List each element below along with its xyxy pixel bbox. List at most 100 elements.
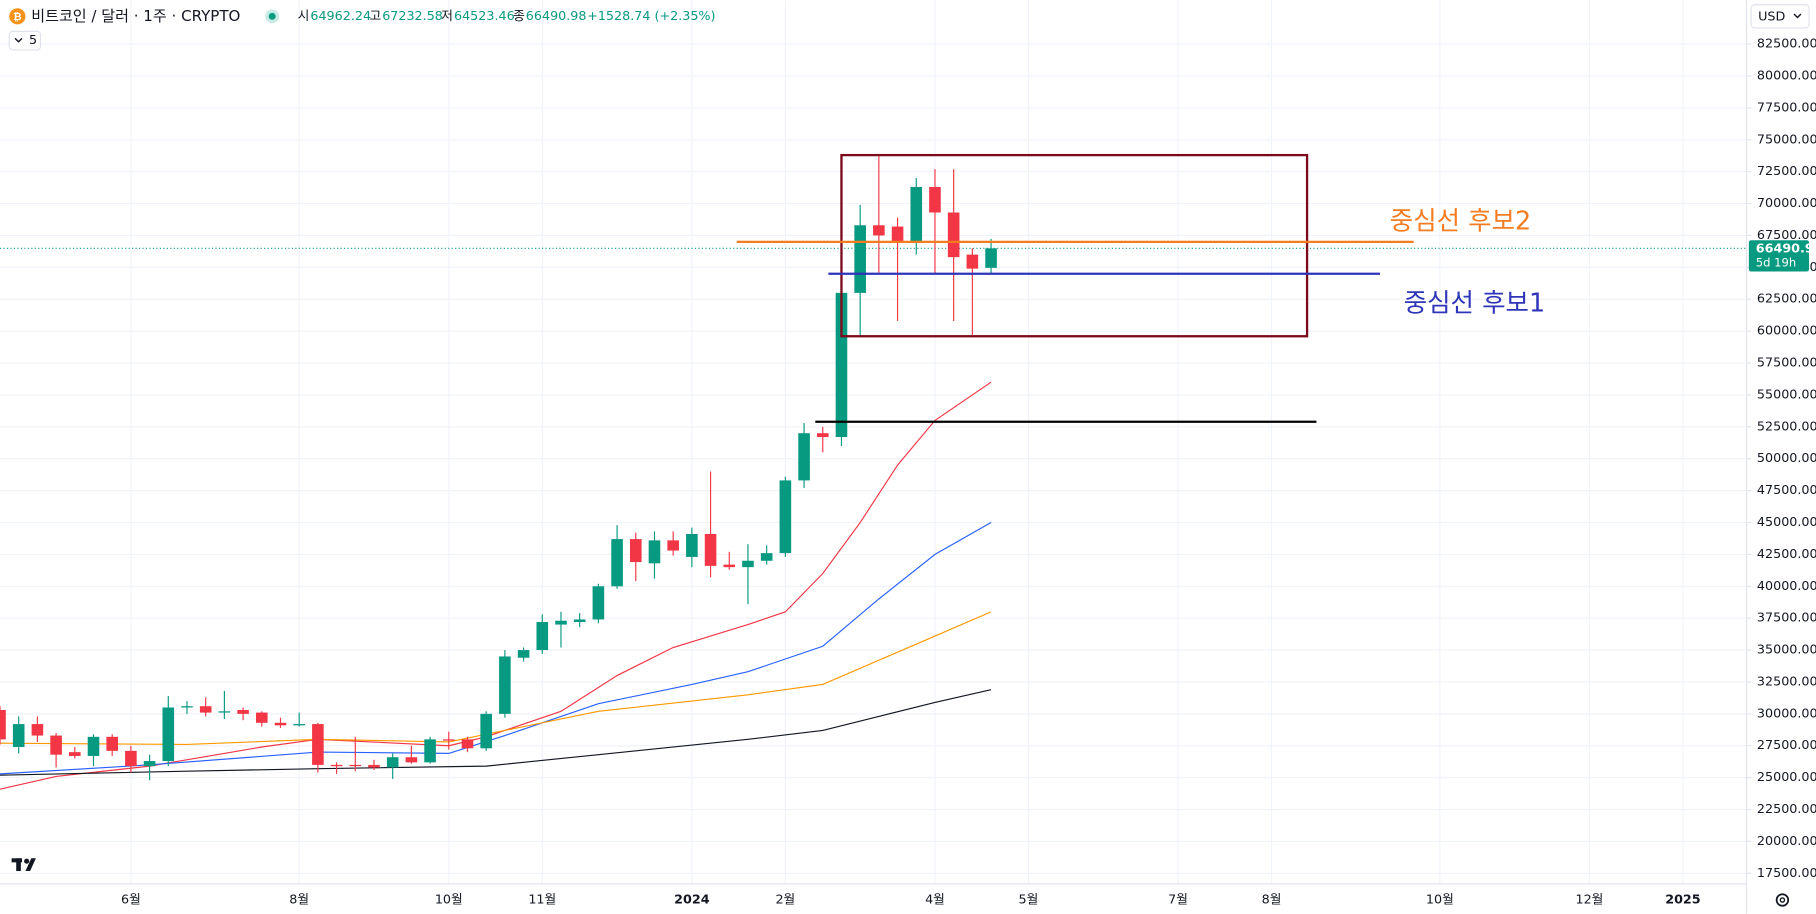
candle-body xyxy=(723,564,736,568)
moving-average xyxy=(0,522,992,775)
candle-body xyxy=(143,761,156,767)
gear-hub xyxy=(1779,897,1786,903)
price-tag xyxy=(1748,240,1810,272)
candle-body xyxy=(742,560,754,568)
symbol-title[interactable]: 비트코인 / 달러 · 1주 · CRYPTO xyxy=(31,7,240,25)
candle-body xyxy=(405,757,418,763)
candle-body xyxy=(667,540,679,551)
y-tick-label: 72500.00 xyxy=(1757,164,1816,179)
candle-body xyxy=(536,622,549,651)
y-tick-label: 32500.00 xyxy=(1757,674,1816,689)
coin-icon-glyph: ₿ xyxy=(13,11,22,23)
x-tick-label: 8월 xyxy=(1262,892,1282,907)
candle-body xyxy=(629,539,642,563)
candle-body xyxy=(891,226,904,242)
candle-body xyxy=(424,739,436,763)
ohlc-value: 67232.58 xyxy=(382,9,443,24)
countdown: 5d 19h xyxy=(1756,255,1796,269)
axes: 17500.00 20000.00 22500.00 25000.00 27500.00… xyxy=(121,37,1816,908)
candle-body xyxy=(985,248,997,268)
y-tick-label: 47500.00 xyxy=(1757,483,1816,498)
ohlc-value: 66490.98 xyxy=(526,9,587,24)
candle-body xyxy=(386,757,399,768)
logo[interactable] xyxy=(11,858,36,872)
candle-body xyxy=(499,656,511,714)
y-tick-label: 20000.00 xyxy=(1757,834,1816,849)
candle-body xyxy=(87,736,100,756)
ohlc-key: 저 xyxy=(441,9,453,24)
candle-body xyxy=(274,722,287,726)
candle-body xyxy=(592,586,605,620)
x-tick-label: 10월 xyxy=(1426,892,1454,907)
candle-body xyxy=(573,619,586,623)
candle-body xyxy=(929,186,941,213)
currency-select[interactable] xyxy=(1750,4,1810,29)
x-tick-label: 8월 xyxy=(289,892,309,907)
candle-body xyxy=(442,739,455,741)
grid xyxy=(0,0,1747,884)
price-tag-label: 66490.98 xyxy=(1756,241,1816,256)
ohlc-value: 64962.24 xyxy=(310,9,371,24)
ohlc-key: 고 xyxy=(369,9,381,24)
candle-body xyxy=(648,540,661,564)
x-tick-label: 12월 xyxy=(1575,892,1603,907)
y-tick-label: 80000.00 xyxy=(1757,69,1816,84)
y-tick-label: 50000.00 xyxy=(1757,451,1816,466)
ohlc-key: 종 xyxy=(513,9,525,24)
x-tick-label: 2024 xyxy=(674,892,710,907)
candle-body xyxy=(255,712,268,723)
candle-body xyxy=(69,752,81,756)
x-tick-label: 2025 xyxy=(1665,892,1700,907)
y-tick-label: 27500.00 xyxy=(1757,738,1816,753)
candle-body xyxy=(760,553,773,561)
chevron xyxy=(14,37,23,43)
candle-body xyxy=(368,764,380,768)
candle-body xyxy=(816,433,829,438)
indicator-count: 5 xyxy=(29,33,37,48)
change-value: +1528.74 (+2.35%) xyxy=(587,9,715,24)
x-tick-label: 7월 xyxy=(1168,892,1188,907)
settings-button[interactable] xyxy=(1775,893,1790,907)
range-box xyxy=(840,153,1309,338)
candle-body xyxy=(835,292,848,438)
y-tick-label: 35000.00 xyxy=(1757,643,1816,658)
candle-body xyxy=(50,735,62,755)
x-tick-label: 2월 xyxy=(775,892,795,907)
candle-body xyxy=(293,724,305,726)
status-dot xyxy=(268,12,276,20)
y-tick-label: 57500.00 xyxy=(1757,356,1816,371)
candle-body xyxy=(349,764,362,767)
y-tick-label: 70000.00 xyxy=(1757,196,1816,211)
y-tick-label: 75000.00 xyxy=(1757,132,1816,147)
candle-body xyxy=(779,480,792,554)
candle-body xyxy=(947,212,960,258)
candle-body xyxy=(704,533,717,566)
plot-area xyxy=(0,153,1747,790)
candle-body xyxy=(910,186,923,242)
candle-body xyxy=(461,739,474,749)
x-tick-label: 5월 xyxy=(1019,892,1039,907)
candle-body xyxy=(31,724,44,736)
y-tick-label: 37500.00 xyxy=(1757,611,1816,626)
candle-body xyxy=(555,620,567,625)
y-tick-label: 67500.00 xyxy=(1757,228,1816,243)
y-tick-label: 30000.00 xyxy=(1757,706,1816,721)
candle-body xyxy=(611,539,623,587)
candle-body xyxy=(686,533,698,557)
x-tick-label: 11월 xyxy=(528,892,556,907)
y-tick-label: 52500.00 xyxy=(1757,419,1816,434)
y-tick-label: 42500.00 xyxy=(1757,547,1816,562)
candle-body xyxy=(237,710,249,714)
candle-body xyxy=(517,650,530,658)
y-tick-label: 82500.00 xyxy=(1757,37,1816,52)
x-tick-label: 10월 xyxy=(435,892,463,907)
coin-icon xyxy=(9,8,26,25)
candle-body xyxy=(966,254,979,269)
ohlc-legend: 시 64962.24고 67232.58저 64523.46종 66490.98 +152… xyxy=(298,9,716,24)
moving-average xyxy=(0,611,992,746)
indicator-toggle[interactable] xyxy=(8,30,42,51)
moving-average xyxy=(0,689,992,776)
candle-body xyxy=(330,764,343,767)
